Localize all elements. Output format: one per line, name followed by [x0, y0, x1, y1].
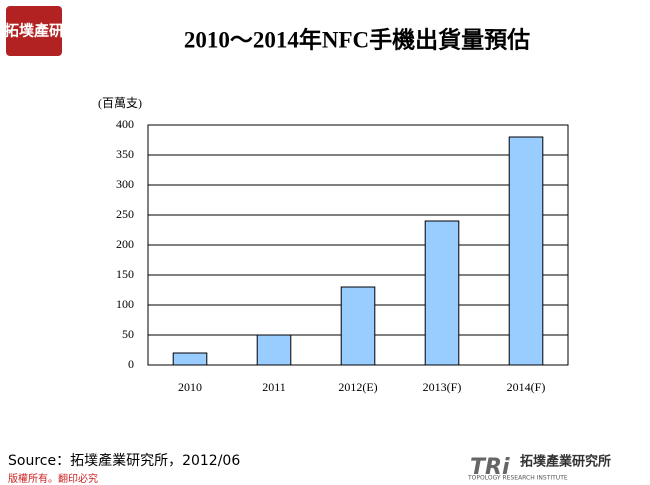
source: Source：拓墣產業研究所，2012/06: [8, 452, 240, 469]
bar: [508, 136, 544, 366]
y-tick-label: 400: [116, 117, 134, 131]
bar: [172, 352, 208, 366]
y-tick-label: 50: [122, 327, 134, 341]
y-tick-label: 100: [116, 297, 134, 311]
y-tick-label: 0: [128, 357, 134, 371]
brand-name: 拓墣產業研究所: [520, 454, 611, 470]
logo-box: [6, 6, 62, 56]
x-tick-label: 2014(F): [507, 380, 546, 394]
bar: [424, 220, 460, 366]
y-tick-label: 150: [116, 267, 134, 281]
logo: 拓墣產研: [4, 22, 64, 40]
y-axis-label: (百萬支): [98, 96, 142, 110]
x-tick-label: 2010: [178, 380, 202, 394]
bar: [256, 334, 292, 366]
brand-english: TOPOLOGY RESEARCH INSTITUTE: [467, 475, 568, 482]
y-tick-label: 200: [116, 237, 134, 251]
y-tick-label: 350: [116, 147, 134, 161]
bar: [340, 286, 376, 366]
y-tick-label: 300: [116, 177, 134, 191]
brand-mark: TRi: [470, 455, 510, 480]
y-tick-label: 250: [116, 207, 134, 221]
x-tick-label: 2012(E): [338, 380, 377, 394]
x-tick-label: 2011: [262, 380, 286, 394]
x-tick-label: 2013(F): [423, 380, 462, 394]
chart-title: 2010～2014年NFC手機出貨量預估: [184, 26, 530, 52]
copyright: 版權所有。翻印必究: [8, 472, 98, 485]
